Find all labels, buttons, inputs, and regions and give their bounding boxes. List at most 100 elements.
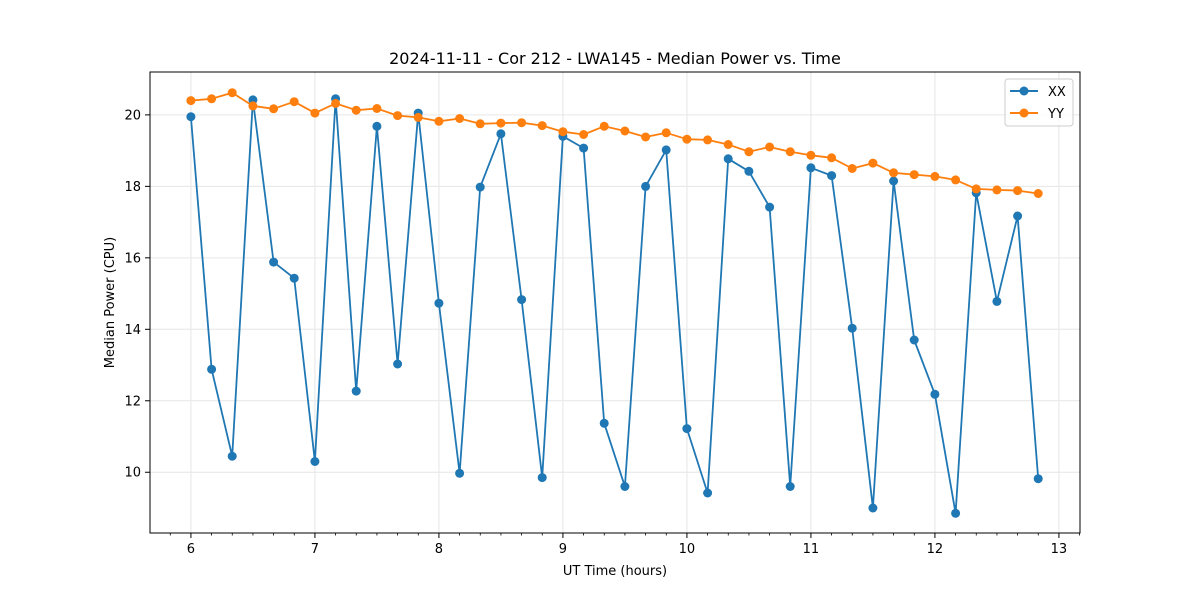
data-point-yy <box>703 135 713 145</box>
data-point-yy <box>1033 189 1043 198</box>
data-point-yy <box>372 104 382 113</box>
data-point-yy <box>393 111 403 121</box>
data-point-yy <box>331 98 341 108</box>
data-point-xx <box>806 163 816 173</box>
y-tick-label: 16 <box>124 251 141 266</box>
data-point-xx <box>951 508 961 518</box>
data-point-xx <box>1013 211 1023 221</box>
data-point-xx <box>641 181 651 191</box>
data-point-xx <box>351 386 361 396</box>
data-point-xx <box>289 273 299 283</box>
data-point-yy <box>723 140 733 149</box>
data-point-yy <box>455 114 465 123</box>
data-point-yy <box>992 185 1002 195</box>
axes: 6 7 8 9 10 11 12 13 10 12 14 16 18 20 <box>124 108 1080 557</box>
x-tick-label: 9 <box>559 542 567 557</box>
data-point-xx <box>847 323 857 333</box>
data-point-xx <box>372 121 382 131</box>
y-tick-label: 20 <box>124 108 141 123</box>
y-axis-label: Median Power (CPU) <box>103 237 118 368</box>
data-point-xx <box>186 112 196 122</box>
data-point-yy <box>289 97 299 107</box>
series-line-xx <box>190 97 1040 515</box>
x-tick-label: 6 <box>187 542 195 557</box>
data-point-xx <box>579 143 589 153</box>
y-tick-label: 12 <box>124 394 141 409</box>
data-point-xx <box>496 129 506 139</box>
series-layer <box>186 88 1043 518</box>
data-point-yy <box>847 164 857 173</box>
data-point-xx <box>455 468 465 478</box>
y-tick-label: 18 <box>124 180 141 195</box>
legend-marker-xx <box>1019 86 1029 96</box>
data-point-xx <box>269 257 279 267</box>
data-point-xx <box>207 364 217 374</box>
data-point-xx <box>930 389 940 399</box>
data-point-xx <box>868 503 878 513</box>
data-point-xx <box>227 451 237 461</box>
data-point-xx <box>599 418 609 428</box>
data-point-xx <box>992 296 1002 306</box>
data-point-xx <box>517 295 527 305</box>
x-tick-label: 8 <box>435 542 443 557</box>
legend-marker-yy <box>1019 108 1029 118</box>
x-tick-label: 7 <box>311 542 319 557</box>
data-point-yy <box>227 88 237 98</box>
data-point-yy <box>661 128 671 138</box>
legend: XX YY <box>1004 78 1074 127</box>
data-point-xx <box>909 335 919 345</box>
data-point-yy <box>310 108 320 118</box>
chart-title: 2024-11-11 - Cor 212 - LWA145 - Median P… <box>389 49 841 68</box>
plot-frame <box>149 71 1081 534</box>
data-point-xx <box>682 424 692 434</box>
data-point-yy <box>682 134 692 144</box>
data-point-xx <box>434 298 444 308</box>
data-point-yy <box>186 96 196 106</box>
data-point-xx <box>765 202 775 212</box>
x-axis-label: UT Time (hours) <box>563 564 667 579</box>
data-point-xx <box>703 488 713 498</box>
data-point-xx <box>827 171 837 181</box>
data-point-yy <box>971 184 981 194</box>
data-point-xx <box>723 154 733 164</box>
data-point-yy <box>951 175 961 185</box>
data-point-yy <box>641 132 651 142</box>
data-point-yy <box>827 153 837 163</box>
data-point-yy <box>537 121 547 131</box>
data-point-yy <box>744 147 754 157</box>
data-point-xx <box>1033 474 1043 484</box>
x-tick-label: 13 <box>1051 542 1068 557</box>
data-point-yy <box>496 118 506 128</box>
data-point-xx <box>310 457 320 466</box>
data-point-xx <box>744 166 754 176</box>
data-point-xx <box>661 145 671 155</box>
data-point-xx <box>620 482 630 491</box>
data-point-yy <box>558 127 568 137</box>
data-point-yy <box>351 105 361 115</box>
data-point-yy <box>207 94 217 104</box>
data-point-yy <box>785 147 795 157</box>
data-point-xx <box>889 176 899 186</box>
data-point-yy <box>475 119 485 129</box>
data-point-yy <box>806 150 816 160</box>
data-point-yy <box>579 130 589 139</box>
y-tick-label: 14 <box>124 323 141 338</box>
legend-label-xx: XX <box>1048 85 1066 100</box>
data-point-yy <box>434 116 444 126</box>
data-point-yy <box>599 121 609 131</box>
data-point-xx <box>393 359 403 369</box>
data-point-xx <box>537 473 547 483</box>
legend-label-yy: YY <box>1047 107 1064 122</box>
data-point-yy <box>1013 186 1023 196</box>
data-point-yy <box>517 118 527 128</box>
data-point-yy <box>909 170 919 180</box>
x-tick-label: 10 <box>679 542 696 557</box>
x-tick-label: 12 <box>927 542 944 557</box>
data-point-yy <box>930 171 940 181</box>
data-point-yy <box>413 112 423 122</box>
data-point-yy <box>620 126 630 136</box>
data-point-yy <box>269 104 279 114</box>
data-point-yy <box>248 101 258 111</box>
data-point-xx <box>785 482 795 491</box>
